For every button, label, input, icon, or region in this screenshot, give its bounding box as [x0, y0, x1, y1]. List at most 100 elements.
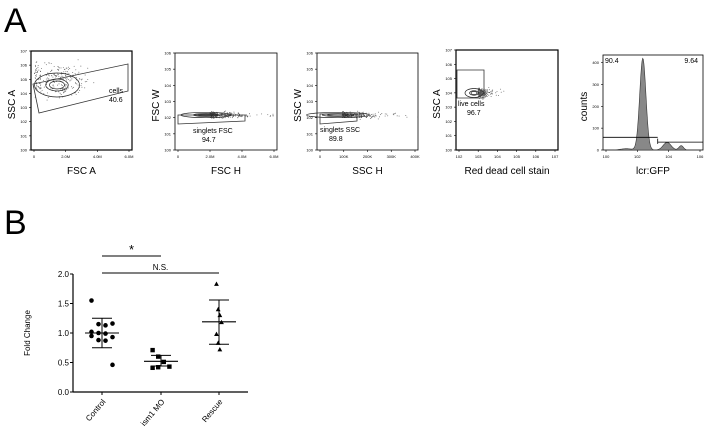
flow-panel-4: [454, 49, 559, 152]
event-dot: [486, 91, 488, 93]
event-dot: [500, 91, 502, 93]
event-dot: [54, 91, 56, 93]
event-dot: [484, 94, 486, 96]
event-dot: [362, 114, 364, 115]
event-dot: [93, 82, 95, 84]
y-axis-label: SSC A: [7, 89, 18, 119]
contour: [49, 80, 65, 90]
event-dot: [270, 114, 271, 116]
event-dot: [359, 114, 360, 116]
event-dot: [66, 88, 68, 90]
event-dot: [84, 87, 86, 89]
event-dot: [45, 74, 47, 76]
event-dot: [65, 79, 67, 81]
event-dot: [57, 68, 58, 70]
event-dot: [37, 66, 39, 68]
event-dot: [357, 110, 359, 112]
data-point-circle: [89, 298, 94, 303]
event-dot: [223, 111, 225, 112]
event-dot: [77, 84, 79, 86]
event-dot: [78, 71, 80, 73]
event-dot: [56, 75, 58, 76]
y-axis-label: FSC W: [151, 89, 162, 122]
y-tick-label: 104: [306, 83, 313, 88]
x-tick-label: 200K: [363, 154, 373, 159]
event-dot: [355, 115, 357, 117]
y-tick-label: 104: [20, 91, 27, 96]
event-dot: [417, 116, 419, 118]
event-dot: [57, 66, 59, 68]
event-dot: [231, 113, 233, 115]
x-tick-label: 107: [552, 154, 559, 159]
y-tick-label: 0.5: [58, 359, 70, 368]
event-dot: [31, 71, 32, 73]
event-dot: [210, 112, 212, 114]
event-dot: [75, 79, 77, 81]
y-tick-label: 104: [164, 83, 171, 88]
y-tick-label: 106: [20, 63, 27, 68]
event-dot: [217, 112, 219, 114]
event-dot: [38, 75, 40, 77]
event-dot: [485, 89, 487, 91]
event-dot: [371, 114, 372, 116]
contour: [306, 111, 370, 119]
y-tick-label: 0.0: [58, 388, 70, 397]
y-tick-label: 101: [306, 131, 313, 136]
event-dot: [362, 111, 364, 113]
event-dot: [46, 77, 48, 79]
event-dot: [370, 118, 371, 120]
event-dot: [78, 78, 80, 80]
event-dot: [65, 67, 67, 69]
event-dot: [76, 77, 78, 79]
event-dot: [486, 89, 488, 91]
event-dot: [54, 81, 55, 83]
event-dot: [488, 91, 490, 93]
event-dot: [35, 75, 36, 77]
y-tick-label: 102: [306, 115, 313, 120]
gate-value: 40.6: [109, 97, 123, 104]
y-tick-label: 105: [164, 67, 171, 72]
event-dot: [349, 114, 351, 116]
event-dot: [53, 86, 55, 88]
event-dot: [75, 69, 77, 71]
x-tick-label: 103: [475, 154, 482, 159]
event-dot: [228, 116, 230, 118]
event-dot: [343, 114, 344, 116]
y-axis-label: SSC W: [293, 89, 304, 122]
x-tick-label: 102: [456, 154, 463, 159]
event-dot: [75, 83, 77, 84]
event-dot: [365, 116, 367, 118]
data-point-square: [167, 364, 172, 369]
event-dot: [240, 115, 242, 117]
flow-panel-2: [173, 52, 278, 152]
flow-panel-3: [306, 52, 419, 152]
event-dot: [36, 61, 38, 63]
event-dot: [481, 88, 483, 90]
gate-left-value: 90.4: [605, 58, 619, 65]
x-tick-label: 300K: [387, 154, 397, 159]
event-dot: [477, 94, 479, 96]
data-point-circle: [96, 321, 101, 327]
event-dot: [233, 112, 235, 114]
event-dot: [373, 116, 375, 117]
event-dot: [68, 72, 70, 74]
event-dot: [47, 97, 49, 99]
gate-outline: [177, 114, 246, 125]
event-dot: [38, 86, 40, 88]
event-dot: [44, 62, 46, 64]
event-dot: [488, 89, 490, 91]
event-dot: [387, 115, 389, 117]
y-tick-label: 103: [20, 105, 27, 110]
event-dot: [36, 69, 38, 71]
event-dot: [355, 116, 357, 118]
event-dot: [488, 87, 490, 88]
gate-name: singlets SSC: [320, 127, 360, 134]
y-tick-label: 104: [445, 90, 452, 95]
event-dot: [58, 66, 60, 68]
x-tick-label: 100K: [339, 154, 349, 159]
gate-outline: [319, 113, 358, 125]
event-dot: [41, 68, 43, 69]
event-dot: [45, 78, 47, 80]
event-dot: [225, 110, 226, 112]
event-dot: [63, 71, 65, 73]
